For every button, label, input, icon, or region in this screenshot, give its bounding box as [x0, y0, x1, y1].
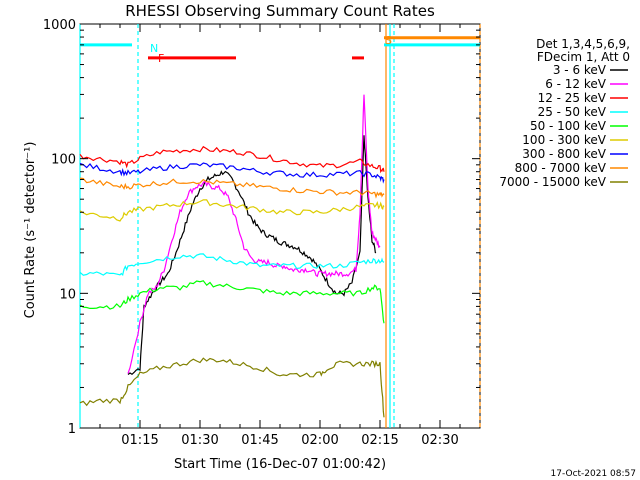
series-line-6 — [79, 162, 385, 184]
legend-header-0: Det 1,3,4,5,6,9, — [536, 37, 630, 51]
legend-label: 3 - 6 keV — [553, 63, 607, 77]
flag-letter-n: N — [150, 42, 158, 55]
y-tick-label: 1 — [68, 422, 76, 437]
x-tick-label: 01:15 — [121, 433, 158, 448]
y-tick-label: 100 — [51, 153, 76, 168]
timestamp: 17-Oct-2021 08:57 — [551, 469, 636, 479]
series-line-4 — [79, 280, 385, 324]
legend-label: 7000 - 15000 keV — [499, 175, 606, 189]
legend-label: 50 - 100 keV — [530, 119, 607, 133]
plot-area: NF S — [79, 23, 481, 429]
legend-label: 25 - 50 keV — [538, 105, 607, 119]
series-line-0 — [127, 135, 377, 376]
legend-label: 300 - 800 keV — [522, 147, 606, 161]
series-line-8 — [79, 357, 385, 418]
x-tick-label: 01:30 — [181, 433, 218, 448]
x-axis: 01:15 01:30 01:45 02:00 02:15 02:30 — [99, 24, 461, 448]
y-axis: 1 10 100 1000 — [43, 18, 480, 437]
x-tick-label: 02:30 — [421, 433, 458, 448]
x-tick-label: 01:45 — [241, 433, 278, 448]
x-axis-label: Start Time (16-Dec-07 01:00:42) — [174, 457, 386, 472]
y-tick-label: 10 — [59, 287, 76, 302]
legend-label: 12 - 25 keV — [538, 91, 607, 105]
series-line-5 — [79, 199, 385, 222]
legend-header-1: FDecim 1, Att 0 — [537, 50, 630, 64]
x-tick-label: 02:15 — [361, 433, 398, 448]
series-line-7 — [79, 177, 385, 199]
legend-label: 800 - 7000 keV — [515, 161, 607, 175]
legend-label: 100 - 300 keV — [522, 133, 606, 147]
legend: Det 1,3,4,5,6,9,FDecim 1, Att 03 - 6 keV… — [499, 37, 630, 189]
series-line-1 — [127, 94, 381, 374]
y-tick-label: 1000 — [43, 18, 76, 33]
y-axis-label: Count Rate (s⁻¹ detector⁻¹) — [23, 142, 38, 319]
legend-label: 6 - 12 keV — [545, 77, 607, 91]
series-line-3 — [79, 253, 385, 277]
flag-letter-f: F — [158, 52, 164, 65]
series-line-2 — [79, 145, 385, 174]
chart-title: RHESSI Observing Summary Count Rates — [125, 2, 435, 20]
flag-letter-s: S — [385, 34, 392, 47]
x-tick-label: 02:00 — [301, 433, 338, 448]
